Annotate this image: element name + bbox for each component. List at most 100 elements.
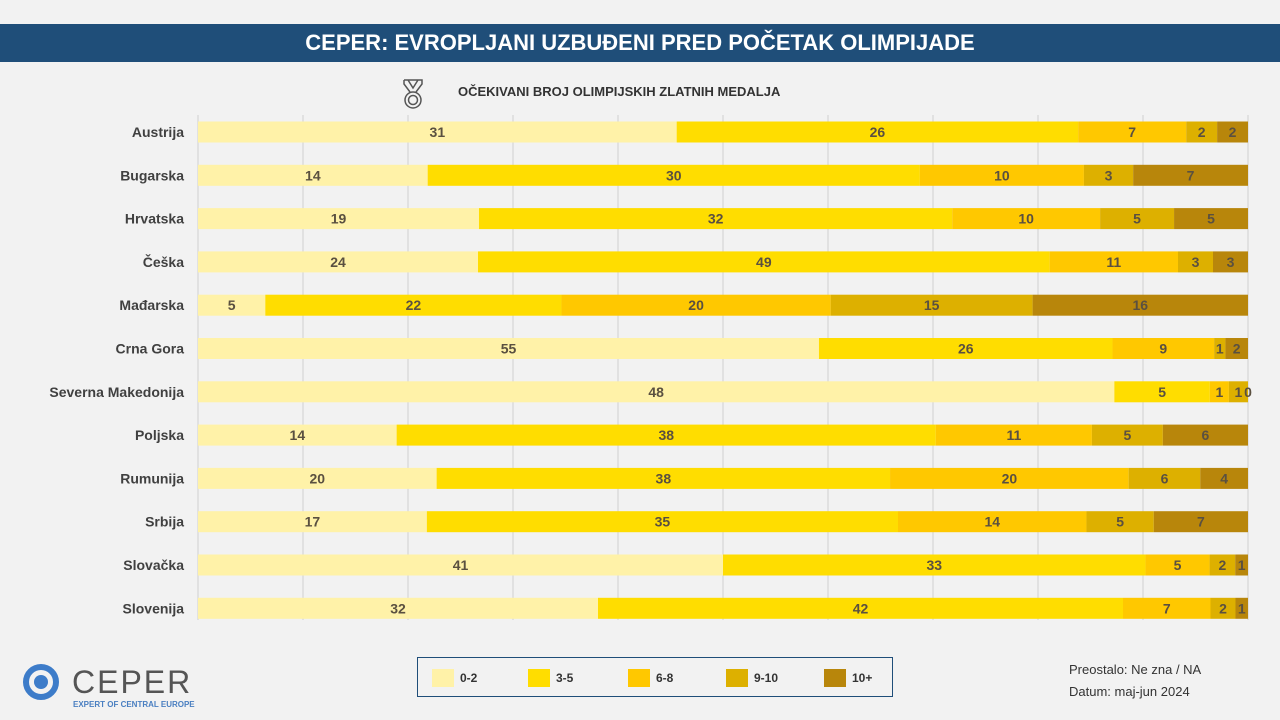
legend-label: 10+ (852, 671, 873, 685)
bar-segment (198, 338, 819, 359)
legend: 0-2 3-5 6-8 9-10 10+ (417, 657, 893, 697)
bar-segment (898, 511, 1087, 533)
legend-swatch (432, 669, 454, 687)
logo-name: CEPER (72, 664, 193, 700)
bar-segment (1200, 467, 1248, 489)
data-label: 20 (688, 297, 704, 313)
data-label: 7 (1163, 600, 1171, 616)
bar-segment (1225, 338, 1248, 359)
bar-segment (1213, 251, 1248, 273)
data-label: 5 (1207, 211, 1215, 227)
bar-segment (1133, 164, 1248, 186)
medal-icon (403, 79, 423, 109)
data-label: 26 (958, 341, 974, 357)
bar-segment (426, 511, 898, 533)
bar-segment (436, 467, 891, 489)
bar-segment (1214, 338, 1226, 359)
data-label: 5 (1123, 427, 1131, 443)
data-label: 17 (305, 514, 321, 530)
bar-segment (1174, 208, 1248, 230)
data-label: 1 (1215, 384, 1223, 400)
data-label: 5 (228, 297, 236, 313)
bar-segment (1228, 381, 1248, 403)
legend-item: 10+ (824, 669, 872, 687)
data-label: 41 (453, 557, 469, 573)
legend-swatch (528, 669, 550, 687)
data-label: 7 (1128, 124, 1136, 140)
data-label: 7 (1187, 167, 1195, 183)
legend-label: 3-5 (556, 671, 574, 685)
bar-segment (1049, 251, 1178, 273)
data-label: 32 (708, 211, 724, 227)
remaining-note: Preostalo: Ne zna / NA (1069, 662, 1202, 677)
data-label: 10 (1018, 211, 1034, 227)
bar-segment (1100, 208, 1175, 230)
chart-subtitle: OČEKIVANI BROJ OLIMPIJSKIH ZLATNIH MEDAL… (458, 84, 781, 99)
data-label: 6 (1161, 470, 1169, 486)
data-label: 42 (853, 600, 869, 616)
bar-segment (676, 121, 1079, 143)
data-label: 14 (290, 427, 306, 443)
category-label: Rumunija (120, 470, 184, 486)
bar-segment (1145, 554, 1210, 576)
bar-segment (919, 164, 1084, 186)
legend-label: 0-2 (460, 671, 478, 685)
data-label: 20 (310, 470, 326, 486)
data-label: 11 (1006, 427, 1021, 443)
bar-segment (1078, 121, 1187, 143)
data-label: 14 (984, 514, 1000, 530)
bar-segment (598, 597, 1123, 619)
data-label: 11 (1106, 254, 1121, 270)
category-label: Slovenija (123, 600, 185, 616)
bar-segment (198, 208, 479, 230)
legend-item: 0-2 (432, 669, 477, 687)
bar-segment (561, 294, 831, 316)
category-label: Poljska (135, 427, 184, 443)
data-label: 2 (1229, 124, 1237, 140)
data-label: 9 (1159, 341, 1167, 357)
data-label: 32 (390, 600, 406, 616)
bar-segment (198, 121, 677, 143)
bar-segment (935, 424, 1092, 446)
legend-swatch (824, 669, 846, 687)
data-label: 22 (406, 297, 422, 313)
bar-segment (1083, 164, 1134, 186)
bar-segment (198, 554, 723, 576)
data-label: 3 (1192, 254, 1200, 270)
legend-item: 3-5 (528, 669, 573, 687)
data-label: 1 (1238, 557, 1246, 573)
bar-segment (818, 338, 1113, 359)
data-label: 20 (1002, 470, 1018, 486)
ceper-logo-icon (23, 664, 59, 700)
data-label: 5 (1116, 514, 1124, 530)
data-label: 3 (1105, 167, 1113, 183)
bar-segment (1186, 121, 1218, 143)
data-label: 0 (1244, 384, 1252, 400)
category-label: Austrija (132, 124, 184, 140)
data-label: 2 (1233, 341, 1241, 357)
page-title: CEPER: EVROPLJANI UZBUĐENI PRED POČETAK … (0, 24, 1280, 62)
data-label: 1 (1238, 600, 1246, 616)
bar-segment (198, 467, 437, 489)
category-label: Bugarska (120, 167, 184, 183)
legend-swatch (628, 669, 650, 687)
bar-segment (1112, 338, 1215, 359)
data-label: 48 (648, 384, 664, 400)
bar-segment (198, 511, 427, 533)
data-label: 16 (1133, 297, 1149, 313)
data-label: 7 (1197, 514, 1205, 530)
data-label: 1 (1235, 384, 1243, 400)
date-note: Datum: maj-jun 2024 (1069, 684, 1190, 699)
logo-tagline: EXPERT OF CENTRAL EUROPE (73, 700, 195, 709)
data-label: 26 (870, 124, 886, 140)
bar-segment (1235, 554, 1248, 576)
data-label: 1 (1216, 341, 1224, 357)
data-label: 5 (1158, 384, 1166, 400)
data-label: 5 (1133, 211, 1141, 227)
legend-label: 9-10 (754, 671, 779, 685)
bar-segment (198, 251, 478, 273)
data-label: 49 (756, 254, 772, 270)
data-label: 2 (1219, 600, 1227, 616)
data-label: 10 (994, 167, 1010, 183)
